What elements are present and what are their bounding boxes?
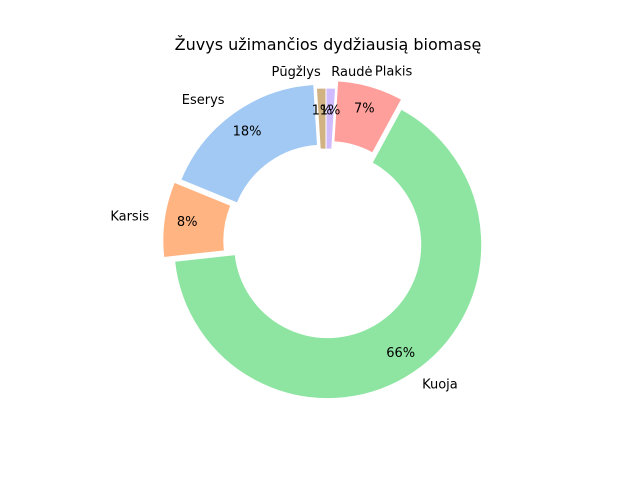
category-label-pugzlys: Pūgžlys [271, 65, 320, 80]
category-label-raude: Raudė [331, 65, 372, 80]
value-label-eserys: 18% [233, 124, 262, 139]
slice-kuoja [174, 108, 483, 400]
donut-slices [162, 80, 483, 400]
category-label-karsis: Karsis [110, 210, 149, 225]
chart-title: Žuvys užimančios dydžiausią biomasę [175, 35, 482, 54]
category-label-kuoja: Kuoja [422, 378, 458, 393]
slice-raude [325, 87, 337, 150]
slice-labels: Pūgžlys 1% Eserys 18% Karsis 8% Kuoja 66% Plakis… [110, 64, 457, 392]
slice-karsis [162, 181, 232, 258]
value-label-raude: 1% [320, 104, 341, 119]
value-label-pugzlys: 1% [312, 104, 333, 119]
slice-plakis [333, 80, 403, 154]
category-label-plakis: Plakis [375, 64, 413, 79]
slice-eserys [180, 84, 319, 204]
value-label-karsis: 8% [177, 215, 198, 230]
value-label-plakis: 7% [354, 101, 375, 116]
value-label-kuoja: 66% [386, 346, 415, 361]
category-label-eserys: Eserys [182, 93, 225, 108]
